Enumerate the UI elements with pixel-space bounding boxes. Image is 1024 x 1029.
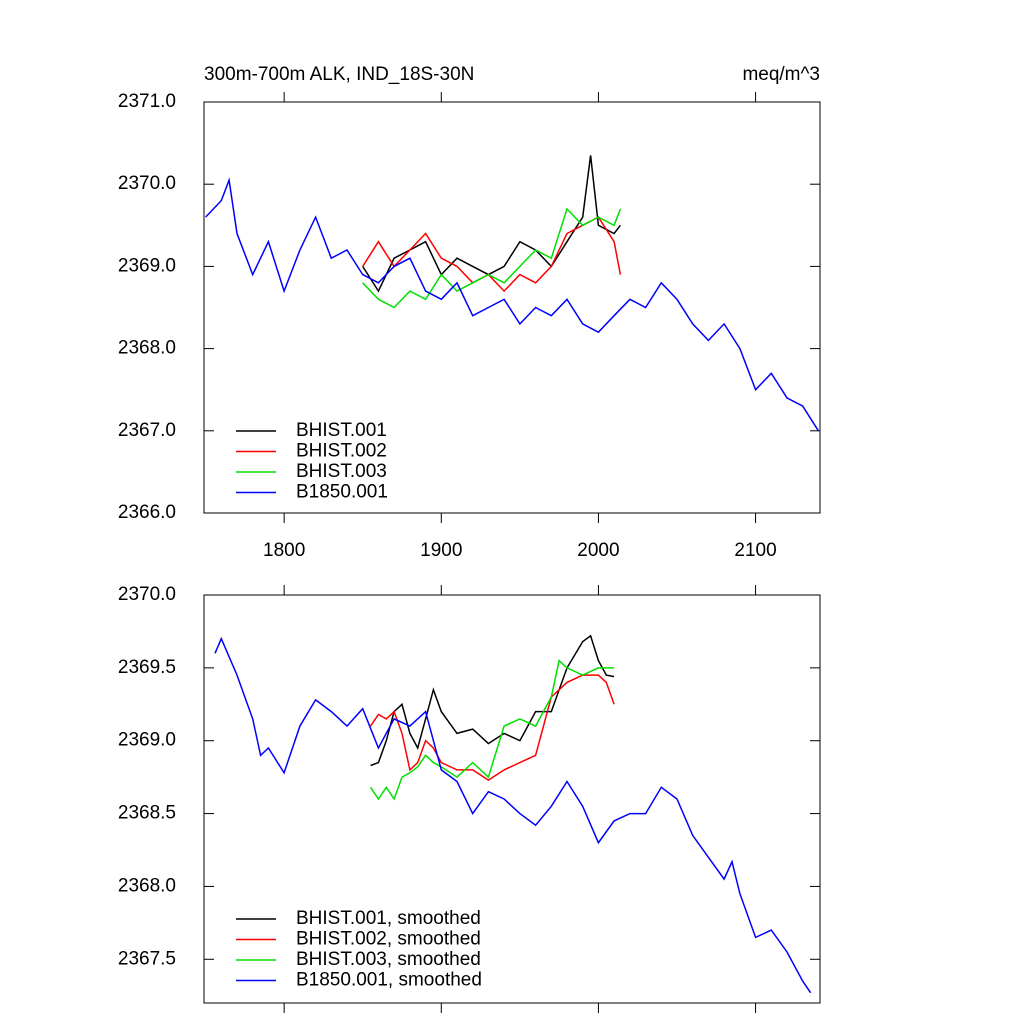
y-tick-label: 2369.0 bbox=[118, 255, 176, 276]
y-tick-label: 2370.0 bbox=[118, 173, 176, 194]
data-line bbox=[362, 207, 622, 309]
y-tick-label: 2370.0 bbox=[118, 584, 176, 605]
units-label: meq/m^3 bbox=[742, 64, 820, 85]
plot-frame bbox=[203, 594, 821, 1004]
legend-label: B1850.001 bbox=[296, 482, 388, 503]
legend-label: BHIST.001 bbox=[296, 420, 387, 441]
y-tick-label: 2369.5 bbox=[118, 657, 176, 678]
x-tick-label: 1900 bbox=[420, 540, 462, 561]
legend-label: BHIST.002 bbox=[296, 441, 387, 462]
y-tick-label: 2368.0 bbox=[118, 338, 176, 359]
legend-label: BHIST.001, smoothed bbox=[296, 908, 481, 929]
legend-label: B1850.001, smoothed bbox=[296, 970, 482, 991]
chart-title: 300m-700m ALK, IND_18S-30N bbox=[204, 64, 474, 85]
y-tick-label: 2366.0 bbox=[118, 502, 176, 523]
legend-label: BHIST.003 bbox=[296, 461, 387, 482]
data-line bbox=[214, 636, 812, 994]
data-line bbox=[370, 634, 615, 767]
legend-label: BHIST.002, smoothed bbox=[296, 929, 481, 950]
data-line bbox=[205, 177, 820, 432]
y-tick-label: 2367.0 bbox=[118, 420, 176, 441]
y-tick-label: 2369.0 bbox=[118, 730, 176, 751]
plot-frame bbox=[203, 101, 821, 514]
legend-label: BHIST.003, smoothed bbox=[296, 949, 481, 970]
y-tick-label: 2371.0 bbox=[118, 91, 176, 112]
y-tick-label: 2368.0 bbox=[118, 875, 176, 896]
x-tick-label: 1800 bbox=[263, 540, 305, 561]
y-tick-label: 2368.5 bbox=[118, 803, 176, 824]
x-tick-label: 2000 bbox=[577, 540, 619, 561]
y-tick-label: 2367.5 bbox=[118, 948, 176, 969]
data-line bbox=[369, 659, 615, 801]
x-tick-label: 2100 bbox=[734, 540, 776, 561]
